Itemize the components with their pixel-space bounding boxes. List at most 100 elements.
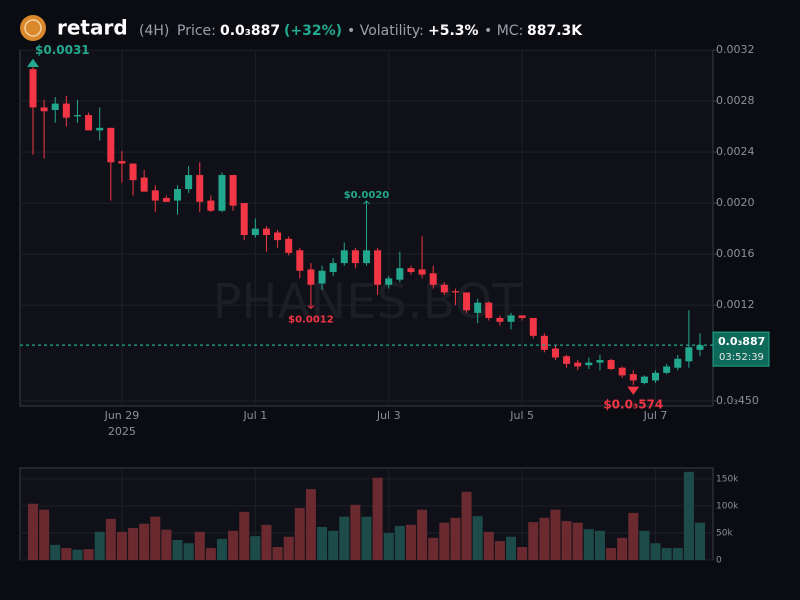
candle-body (285, 238, 293, 253)
volume-bar (194, 531, 205, 560)
volume-bar (239, 511, 250, 560)
y-tick-label: 0.0₃450 (716, 394, 759, 407)
candle-body (629, 374, 637, 381)
volume-bar (461, 491, 472, 560)
volume-bar (550, 509, 561, 560)
y-tick-label: 0.0020 (716, 196, 755, 209)
candle-body (318, 270, 326, 284)
candle-body (674, 358, 682, 368)
volume-bar (216, 538, 227, 560)
candle-body (451, 291, 459, 293)
candle-body (596, 360, 604, 363)
volume-bar (139, 523, 150, 560)
volume-bar (650, 543, 661, 560)
volume-bar (317, 526, 328, 560)
candle-body (240, 203, 248, 236)
candle-body (218, 175, 226, 211)
volume-bar (83, 549, 94, 560)
market-cap: 887.3K (527, 23, 583, 39)
volume-bar (572, 522, 583, 560)
candle-body (307, 269, 315, 285)
volume-tick-label: 50k (716, 528, 733, 538)
annotation-arrow (363, 200, 370, 207)
y-tick-label: 0.0024 (716, 145, 755, 158)
price-label: Price: (177, 23, 216, 39)
candle-body (585, 362, 593, 366)
volume-bar (161, 529, 172, 560)
price-change: (+32%) (284, 23, 342, 39)
candle-body (696, 345, 704, 350)
interval: (4H) (139, 23, 169, 39)
x-tick-label: Jul 5 (509, 409, 534, 422)
candle-body (429, 273, 437, 285)
candle-body (407, 268, 415, 273)
volume-tick-label: 0 (716, 556, 722, 566)
volume-bar (661, 548, 672, 560)
annotation-label: $0.0020 (344, 190, 390, 201)
candle-body (440, 284, 448, 293)
candle-body (262, 228, 270, 236)
y-tick-label: 0.0016 (716, 247, 755, 260)
volume-bar (272, 547, 283, 560)
volume-bar (339, 516, 350, 560)
token-logo (20, 15, 46, 41)
candle-body (529, 317, 537, 336)
candle-body (274, 232, 282, 241)
volume-bar (517, 547, 528, 560)
countdown: 03:52:39 (719, 352, 764, 363)
volume-bar (94, 531, 105, 560)
candle-body (162, 198, 170, 202)
volume-bar (594, 530, 605, 560)
x-tick-label: Jul 7 (643, 409, 668, 422)
volume-bar (128, 528, 139, 560)
candle-body (51, 103, 59, 110)
volume-bar (372, 477, 383, 560)
volume-bar (417, 509, 428, 560)
candle-body (663, 366, 671, 373)
volume-bar (561, 521, 572, 560)
volume-bar (172, 539, 183, 560)
volume-bar (528, 522, 539, 560)
volume-tick-label: 150k (716, 474, 739, 484)
volume-tick-label: 100k (716, 501, 739, 511)
volume-bar (683, 471, 694, 560)
volume-bar (250, 536, 261, 560)
x-tick-label: Jul 3 (376, 409, 401, 422)
volume-bar (294, 508, 305, 560)
volume-bar (150, 516, 161, 560)
candle-body (618, 367, 626, 376)
volume-bar (105, 518, 116, 560)
x-tick-label: Jun 29 (104, 409, 140, 422)
volume-bar (472, 516, 483, 560)
volume-bar (506, 536, 517, 560)
candle-body (685, 347, 693, 362)
candle-body (485, 302, 493, 318)
candle-body (396, 268, 404, 280)
candle-body (85, 115, 93, 131)
volume-bar (328, 530, 339, 560)
watermark: PHANES.BOT (212, 274, 522, 330)
volume-bar (361, 516, 372, 560)
annotation-label: $0.0031 (35, 43, 90, 57)
price: 0.0₃887 (220, 23, 280, 39)
candle-body (207, 200, 215, 211)
last-price-label: 0.0₃887 (718, 335, 765, 348)
volume-bar (61, 548, 72, 560)
volume-bar (539, 517, 550, 560)
volume-bar (405, 524, 416, 560)
candle-body (518, 315, 526, 318)
annotation-arrow (307, 302, 315, 310)
volume-bar (50, 544, 61, 560)
candle-body (540, 335, 548, 350)
volume-bar (583, 529, 594, 560)
candle-body (463, 292, 471, 311)
y-tick-label: 0.0028 (716, 94, 755, 107)
candle-body (129, 163, 137, 181)
candle-body (151, 190, 159, 201)
volume-bar (39, 509, 50, 560)
candle-body (607, 360, 615, 369)
annotation-arrow (27, 58, 39, 67)
annotation-arrow (627, 386, 640, 395)
last-price-box (712, 331, 770, 367)
